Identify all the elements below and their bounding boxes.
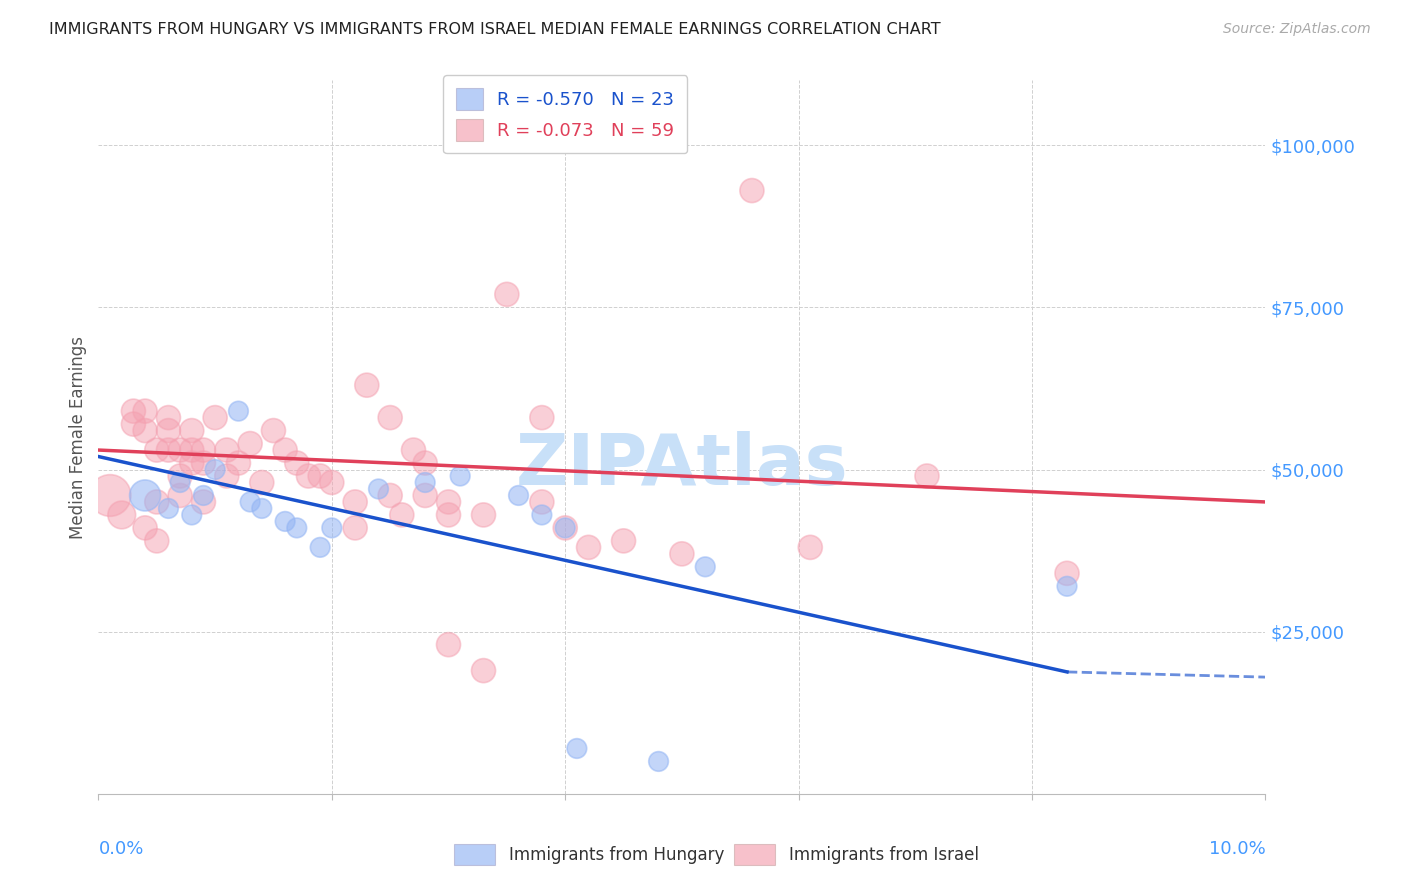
Point	[402, 443, 425, 458]
Point	[496, 287, 519, 301]
Point	[565, 741, 588, 756]
Legend: R = -0.570   N = 23, R = -0.073   N = 59: R = -0.570 N = 23, R = -0.073 N = 59	[443, 75, 688, 153]
Point	[297, 469, 319, 483]
Point	[344, 495, 367, 509]
Text: Immigrants from Israel: Immigrants from Israel	[789, 846, 979, 863]
Point	[472, 508, 495, 522]
Point	[122, 417, 145, 431]
Point	[204, 462, 226, 476]
Point	[98, 488, 121, 502]
Point	[146, 533, 169, 548]
Point	[239, 495, 262, 509]
Point	[285, 521, 308, 535]
Point	[169, 488, 191, 502]
Point	[344, 521, 367, 535]
Text: IMMIGRANTS FROM HUNGARY VS IMMIGRANTS FROM ISRAEL MEDIAN FEMALE EARNINGS CORRELA: IMMIGRANTS FROM HUNGARY VS IMMIGRANTS FR…	[49, 22, 941, 37]
Point	[554, 521, 576, 535]
Point	[508, 488, 530, 502]
Point	[437, 508, 460, 522]
Point	[915, 469, 938, 483]
Point	[146, 443, 169, 458]
Point	[449, 469, 471, 483]
Point	[193, 488, 215, 502]
Point	[228, 456, 250, 470]
Point	[134, 488, 156, 502]
Point	[309, 541, 332, 555]
Point	[671, 547, 693, 561]
Point	[204, 410, 226, 425]
FancyBboxPatch shape	[454, 844, 495, 865]
Point	[437, 495, 460, 509]
Point	[695, 559, 717, 574]
Point	[530, 495, 553, 509]
Point	[180, 456, 202, 470]
Point	[169, 475, 191, 490]
Point	[157, 443, 180, 458]
Point	[647, 755, 669, 769]
Point	[111, 508, 134, 522]
Point	[472, 664, 495, 678]
Point	[180, 424, 202, 438]
Point	[413, 475, 436, 490]
Point	[274, 515, 297, 529]
Y-axis label: Median Female Earnings: Median Female Earnings	[69, 335, 87, 539]
Point	[215, 469, 238, 483]
Point	[391, 508, 413, 522]
Point	[321, 475, 343, 490]
Point	[274, 443, 297, 458]
Point	[134, 404, 156, 418]
Text: Source: ZipAtlas.com: Source: ZipAtlas.com	[1223, 22, 1371, 37]
Point	[134, 521, 156, 535]
Point	[578, 541, 600, 555]
Point	[157, 424, 180, 438]
Point	[122, 404, 145, 418]
Point	[554, 521, 576, 535]
Point	[741, 184, 763, 198]
Point	[309, 469, 332, 483]
Point	[530, 410, 553, 425]
Text: 0.0%: 0.0%	[98, 840, 143, 858]
Point	[262, 424, 284, 438]
Point	[285, 456, 308, 470]
Point	[413, 456, 436, 470]
Point	[180, 443, 202, 458]
Text: 10.0%: 10.0%	[1209, 840, 1265, 858]
Point	[157, 501, 180, 516]
Point	[356, 378, 378, 392]
Point	[321, 521, 343, 535]
Text: ZIPAtlas: ZIPAtlas	[516, 431, 848, 500]
Point	[1056, 566, 1078, 581]
Point	[1056, 579, 1078, 593]
Point	[193, 495, 215, 509]
Point	[413, 488, 436, 502]
Point	[530, 508, 553, 522]
Point	[380, 488, 402, 502]
Point	[169, 469, 191, 483]
Point	[157, 410, 180, 425]
Point	[799, 541, 821, 555]
Point	[134, 424, 156, 438]
Point	[180, 508, 202, 522]
Text: Immigrants from Hungary: Immigrants from Hungary	[509, 846, 724, 863]
Point	[250, 501, 273, 516]
Point	[228, 404, 250, 418]
Point	[146, 495, 169, 509]
Point	[215, 443, 238, 458]
Point	[437, 638, 460, 652]
Point	[612, 533, 634, 548]
Point	[239, 436, 262, 450]
Point	[367, 482, 389, 496]
Point	[169, 443, 191, 458]
Point	[193, 443, 215, 458]
Point	[380, 410, 402, 425]
FancyBboxPatch shape	[734, 844, 775, 865]
Point	[193, 456, 215, 470]
Point	[250, 475, 273, 490]
